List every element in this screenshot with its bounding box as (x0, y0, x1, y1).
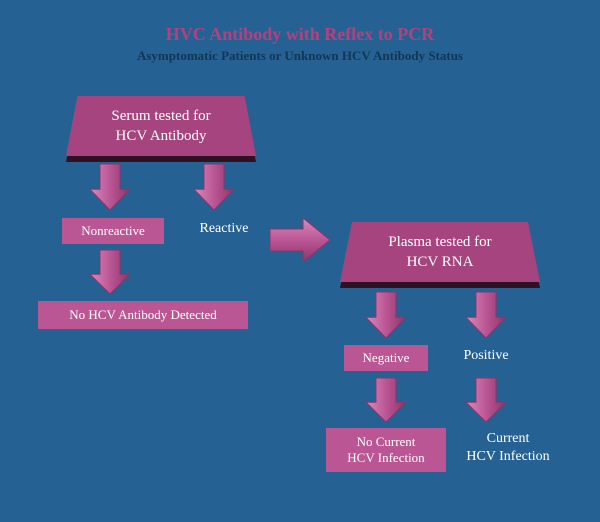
diagram-title: HVC Antibody with Reflex to PCR (0, 24, 600, 45)
node-no_inf: No CurrentHCV Infection (326, 428, 446, 472)
arrow-a4 (270, 218, 330, 262)
node-positive: Positive (448, 347, 524, 371)
node-negative: Negative (344, 345, 428, 371)
flowchart-stage: HVC Antibody with Reflex to PCR Asymptoma… (0, 0, 600, 522)
arrow-a2 (194, 164, 234, 210)
arrow-a3 (90, 250, 130, 294)
node-cur_inf: CurrentHCV Infection (448, 430, 568, 470)
node-plasma: Plasma tested forHCV RNA (340, 222, 540, 282)
arrow-a1 (90, 164, 130, 210)
diagram-subtitle: Asymptomatic Patients or Unknown HCV Ant… (0, 48, 600, 64)
node-nonreactive: Nonreactive (62, 218, 164, 244)
arrow-a5 (366, 292, 406, 338)
node-reactive: Reactive (184, 220, 264, 244)
arrow-a8 (466, 378, 506, 422)
arrow-a6 (466, 292, 506, 338)
node-serum: Serum tested forHCV Antibody (66, 96, 256, 156)
arrow-a7 (366, 378, 406, 422)
node-no_ab: No HCV Antibody Detected (38, 301, 248, 329)
